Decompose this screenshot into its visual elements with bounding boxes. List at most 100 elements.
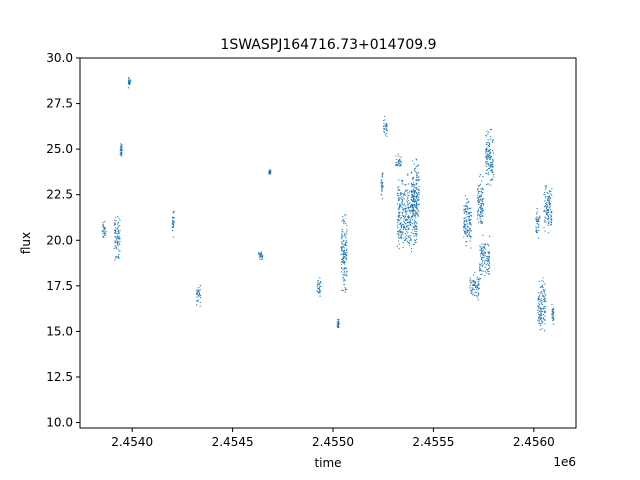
data-point (466, 207, 468, 209)
data-point (404, 226, 406, 228)
data-point (397, 221, 399, 224)
data-point (399, 164, 401, 167)
data-point (466, 198, 468, 200)
data-point (489, 164, 492, 166)
data-point (121, 155, 123, 157)
data-point (343, 240, 345, 242)
data-point (489, 149, 491, 151)
data-point (268, 169, 270, 171)
data-point (119, 219, 121, 222)
data-point (415, 205, 418, 207)
data-point (487, 255, 489, 258)
data-point (412, 243, 414, 246)
data-point (319, 286, 321, 288)
data-point (550, 215, 552, 218)
data-point (318, 289, 321, 291)
data-point (385, 132, 388, 134)
data-point (195, 293, 198, 295)
data-point (537, 237, 539, 239)
data-point (552, 319, 554, 321)
data-point (411, 251, 413, 253)
data-point (417, 195, 419, 197)
data-point (345, 242, 347, 244)
data-point (486, 147, 488, 149)
data-point (269, 173, 271, 175)
data-point (415, 204, 418, 206)
data-point (484, 251, 486, 253)
data-point (482, 212, 484, 214)
data-point (118, 250, 120, 252)
data-point (415, 212, 417, 215)
data-point (480, 213, 482, 216)
data-point (465, 241, 467, 243)
data-point (464, 208, 466, 210)
data-point (414, 167, 416, 169)
data-point (484, 252, 486, 254)
data-point (552, 316, 554, 318)
data-point (540, 312, 542, 315)
data-point (480, 207, 482, 210)
data-point (542, 308, 545, 310)
data-point (487, 167, 490, 169)
data-point (409, 224, 411, 226)
data-point (544, 312, 546, 314)
data-point (346, 241, 348, 243)
data-point (411, 190, 413, 192)
data-point (471, 289, 474, 291)
data-point (413, 168, 415, 170)
data-point (345, 274, 348, 277)
data-point (473, 284, 475, 287)
data-point (117, 222, 120, 224)
data-point (398, 240, 400, 242)
data-point (546, 206, 548, 208)
data-point (541, 292, 543, 295)
data-point (410, 231, 412, 233)
data-point (344, 235, 346, 237)
data-point (317, 287, 319, 289)
data-point (407, 216, 409, 218)
data-point (346, 270, 348, 272)
data-point (479, 263, 481, 265)
data-point (541, 314, 543, 317)
data-point (463, 225, 465, 227)
data-point (478, 200, 480, 202)
data-point (343, 263, 346, 265)
data-point (418, 191, 420, 194)
data-point (489, 165, 491, 168)
data-point (469, 222, 471, 224)
data-point (463, 211, 465, 213)
data-point (173, 210, 175, 213)
data-point (463, 227, 465, 229)
data-point (407, 232, 409, 234)
data-point (404, 184, 406, 186)
data-point (396, 193, 398, 195)
data-point (412, 226, 414, 228)
data-point (541, 322, 543, 324)
data-point (406, 228, 408, 230)
data-point (485, 160, 487, 163)
data-point (535, 213, 538, 215)
data-point (413, 219, 416, 221)
data-point (413, 232, 415, 235)
data-point (540, 318, 542, 320)
data-point (548, 209, 550, 212)
data-point (104, 227, 106, 229)
data-point (544, 195, 547, 198)
data-point (341, 234, 343, 236)
data-point (401, 214, 404, 216)
data-point (488, 157, 490, 159)
data-point (413, 198, 415, 200)
data-point (415, 235, 417, 237)
data-point (404, 205, 406, 207)
data-point (469, 287, 471, 289)
data-point (399, 222, 401, 224)
data-point (382, 125, 385, 127)
data-point (471, 292, 473, 294)
data-point (408, 222, 411, 224)
data-point (412, 176, 415, 179)
data-point (343, 214, 346, 216)
data-point (547, 211, 550, 213)
data-point (398, 160, 400, 162)
data-point (418, 193, 420, 195)
data-point (261, 253, 263, 256)
